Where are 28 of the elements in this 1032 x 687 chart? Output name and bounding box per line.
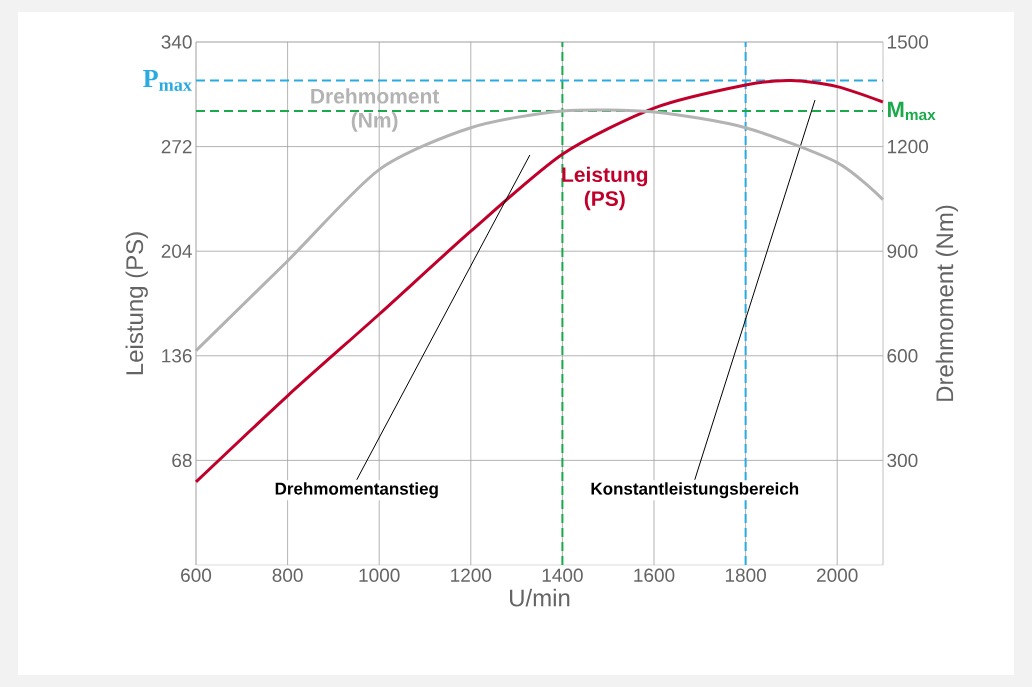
x-tick-label: 1600 [634, 568, 675, 582]
y-tick-label: 272 [161, 139, 192, 154]
annotation: Konstantleistungsbereich [591, 482, 799, 499]
y2-tick-label: 1500 [887, 35, 929, 49]
ref-line-label: M$_{max}$ [888, 101, 936, 121]
y2-axis-title: Drehmoment (Nm) [935, 205, 959, 401]
y2-tick-label: 600 [887, 349, 918, 363]
line-series [194, 78, 885, 484]
ref-line-label: P$_{max}$ [143, 69, 192, 91]
x-tick-label: 1400 [542, 568, 583, 582]
x-tick-label: 2000 [817, 568, 858, 582]
x-tick-label: 1200 [451, 568, 492, 582]
y2-tick-label: 1200 [887, 139, 929, 154]
y2-tick-label: 900 [887, 244, 918, 258]
x-tick-label: 1000 [359, 568, 400, 582]
y-axis-title: Leistung (PS) [125, 232, 148, 375]
annotation: Drehmomentanstieg [275, 482, 438, 499]
x-axis-title: U/min [510, 588, 570, 607]
x-tick-label: 800 [272, 568, 303, 582]
x-tick-label: 600 [181, 568, 212, 582]
y-tick-label: 68 [172, 453, 192, 468]
y2-tick-label: 300 [887, 453, 918, 468]
y-tick-label: 136 [162, 349, 192, 363]
series-label: Drehmoment (Nm) [311, 88, 440, 132]
y-tick-label: 340 [161, 35, 192, 49]
y-tick-label: 204 [161, 244, 192, 258]
series-label: Leistung (PS) [562, 166, 648, 211]
x-tick-label: 1800 [725, 568, 766, 582]
